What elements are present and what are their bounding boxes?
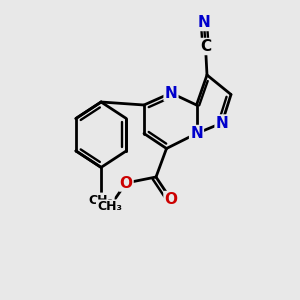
Text: C: C bbox=[200, 39, 211, 54]
Text: N: N bbox=[190, 126, 203, 141]
Text: O: O bbox=[164, 192, 178, 207]
Text: N: N bbox=[198, 15, 210, 30]
Text: O: O bbox=[119, 176, 133, 190]
Text: CH₃: CH₃ bbox=[97, 200, 122, 214]
Text: N: N bbox=[216, 116, 228, 130]
Text: N: N bbox=[165, 85, 177, 100]
Text: CH₃: CH₃ bbox=[88, 194, 114, 207]
